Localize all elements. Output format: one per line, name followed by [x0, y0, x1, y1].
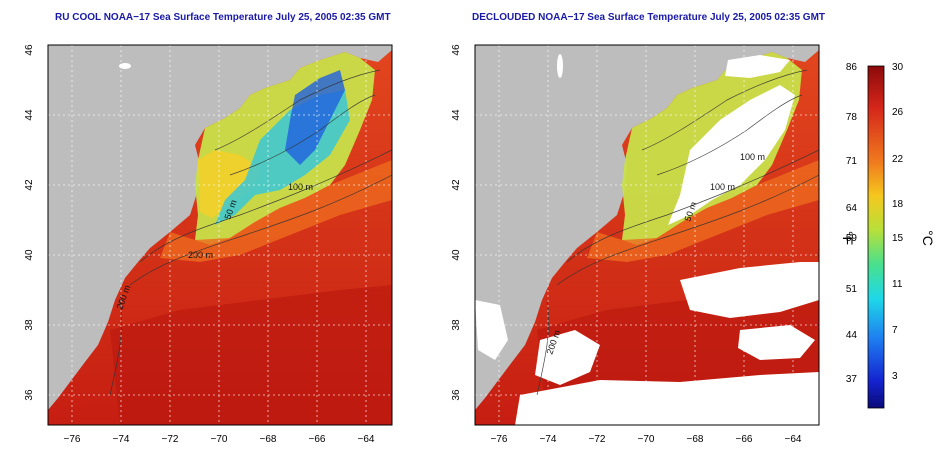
celsius-tick: 11	[892, 279, 903, 290]
cloud-mask	[725, 55, 790, 78]
lon-tick-label: −72	[162, 434, 179, 445]
lon-tick-label: −76	[491, 434, 508, 445]
yellow-shelf-edge	[198, 150, 262, 218]
lat-tick-label: 38	[451, 319, 462, 331]
cloud-mask	[680, 262, 819, 318]
lat-tick-label: 40	[24, 249, 35, 261]
lat-tick-label: 36	[24, 389, 35, 401]
fahrenheit-tick: 59	[846, 233, 858, 244]
deep-red-water	[110, 285, 392, 425]
celsius-unit: °C	[920, 230, 936, 246]
lon-tick-label: −70	[211, 434, 228, 445]
colorbar-gradient	[867, 65, 885, 409]
lon-tick-label: −66	[309, 434, 326, 445]
left-map-frame	[47, 44, 393, 426]
right-map-frame	[474, 44, 820, 426]
fahrenheit-tick: 71	[846, 156, 858, 167]
cloud-mask	[475, 300, 508, 360]
cloud-mask	[515, 372, 819, 425]
left-map-title: RU COOL NOAA−17 Sea Surface Temperature …	[55, 12, 391, 23]
lon-tick-label: −72	[589, 434, 606, 445]
cloud-mask	[668, 85, 795, 225]
right-map-title: DECLOUDED NOAA−17 Sea Surface Temperatur…	[472, 12, 826, 23]
lat-tick-label: 42	[451, 179, 462, 191]
cold-blue-water	[285, 70, 345, 165]
lon-tick-label: −76	[64, 434, 81, 445]
celsius-tick: 7	[892, 325, 898, 336]
fahrenheit-tick: 44	[846, 330, 858, 341]
lon-tick-label: −68	[687, 434, 704, 445]
fahrenheit-tick: 64	[846, 203, 858, 214]
fahrenheit-tick: 86	[846, 62, 858, 73]
celsius-tick: 22	[892, 154, 904, 165]
colorbar: 86 78 71 64 59 51 44 37 30 26 22 18 15 1…	[840, 62, 936, 409]
small-island	[557, 54, 563, 78]
bathymetry-contours	[109, 69, 392, 396]
left-lat-axis: 36 38 40 42 44 46	[24, 44, 35, 401]
lat-tick-label: 40	[451, 249, 462, 261]
land-mass	[48, 45, 392, 410]
contour-label: 100 m	[740, 152, 765, 162]
cloud-mask	[738, 325, 815, 360]
lat-tick-label: 46	[451, 44, 462, 56]
lat-lon-grid	[475, 45, 819, 425]
celsius-tick: 26	[892, 107, 904, 118]
lon-tick-label: −74	[113, 434, 130, 445]
contour-label: 100 m	[710, 182, 735, 192]
lon-tick-label: −64	[785, 434, 802, 445]
fahrenheit-tick: 37	[846, 374, 858, 385]
lat-tick-label: 42	[24, 179, 35, 191]
celsius-tick: 3	[892, 371, 898, 382]
lon-tick-label: −70	[638, 434, 655, 445]
contour-label: 200 m	[188, 250, 213, 260]
lat-tick-label: 44	[451, 109, 462, 121]
orange-transition	[587, 160, 819, 262]
small-island	[119, 63, 131, 69]
right-lon-axis: −76 −74 −72 −70 −68 −66 −64	[491, 434, 802, 445]
fahrenheit-tick: 78	[846, 112, 858, 123]
lon-tick-label: −66	[736, 434, 753, 445]
lon-tick-label: −64	[358, 434, 375, 445]
land-mass	[475, 45, 819, 410]
left-sst-map: 100 m 50 m 200 m 200 m	[48, 45, 392, 425]
right-sst-map: 100 m 100 m 50 m 200 m	[475, 45, 819, 425]
lat-tick-label: 36	[451, 389, 462, 401]
contour-label: 100 m	[288, 182, 313, 192]
cloud-mask	[535, 330, 600, 385]
lat-tick-label: 46	[24, 44, 35, 56]
bathymetry-contours	[536, 69, 819, 396]
celsius-tick: 15	[892, 233, 904, 244]
right-lat-axis: 36 38 40 42 44 46	[451, 44, 462, 401]
lat-lon-grid	[48, 45, 392, 425]
orange-transition	[160, 160, 392, 262]
celsius-tick: 30	[892, 62, 904, 73]
fahrenheit-tick: 51	[846, 284, 858, 295]
lat-tick-label: 38	[24, 319, 35, 331]
fahrenheit-unit: °F	[840, 231, 856, 245]
lat-tick-label: 44	[24, 109, 35, 121]
celsius-tick: 18	[892, 199, 904, 210]
lon-tick-label: −68	[260, 434, 277, 445]
lon-tick-label: −74	[540, 434, 557, 445]
left-lon-axis: −76 −74 −72 −70 −68 −66 −64	[64, 434, 375, 445]
